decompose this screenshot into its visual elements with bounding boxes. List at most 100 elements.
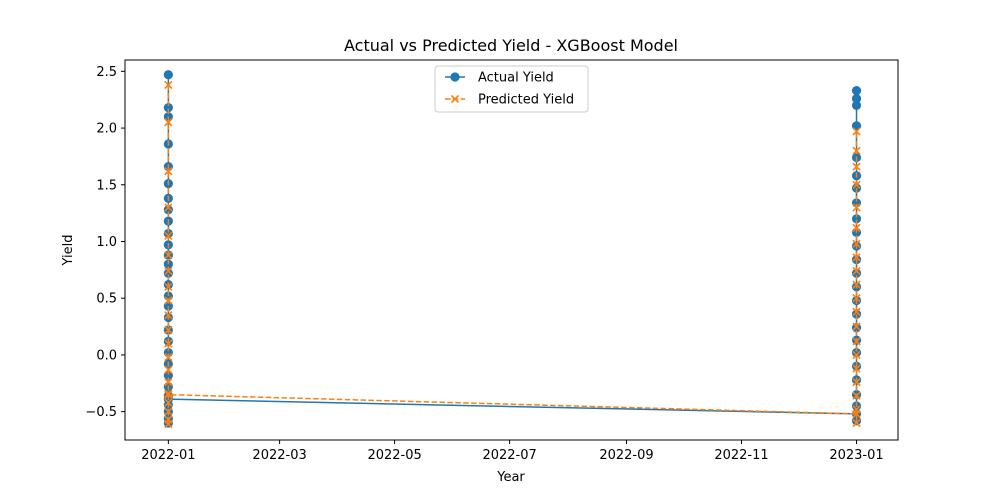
data-point <box>851 121 862 131</box>
x-tick-label: 2022-07 <box>482 448 536 463</box>
data-point-stroke <box>852 253 861 262</box>
data-point-stroke <box>164 266 173 276</box>
data-point <box>852 294 861 303</box>
data-point <box>164 377 173 387</box>
data-point-stroke <box>852 127 861 136</box>
data-point-stroke <box>852 377 861 387</box>
data-point <box>164 203 173 212</box>
data-point-stroke <box>852 350 861 360</box>
data-point <box>164 339 173 348</box>
data-point <box>852 253 861 262</box>
data-point <box>852 266 861 276</box>
data-point-stroke <box>164 166 173 176</box>
data-point-stroke <box>164 250 173 260</box>
series-predicted-yield <box>164 80 861 429</box>
x-axis-label: Year <box>496 470 525 485</box>
data-point-stroke <box>852 418 861 428</box>
legend-marker <box>450 94 460 104</box>
data-point-stroke <box>164 339 173 348</box>
data-point <box>852 391 861 400</box>
y-tick-label: 2.5 <box>96 65 117 80</box>
data-point <box>852 280 861 289</box>
data-point-stroke <box>164 282 173 292</box>
data-point <box>852 337 861 346</box>
data-point-stroke <box>164 311 173 320</box>
legend-marker <box>450 72 460 82</box>
data-point-stroke <box>852 146 861 155</box>
x-axis: 2022-01 2022-03 2022-05 2022-07 2022-09 2022-… <box>141 440 884 463</box>
y-tick-label: 2.0 <box>96 122 117 137</box>
data-point <box>164 296 173 305</box>
data-point <box>852 239 861 248</box>
data-point-stroke <box>164 389 173 398</box>
data-point <box>164 365 173 374</box>
data-point <box>852 307 861 316</box>
data-point <box>852 322 861 331</box>
data-point-stroke <box>852 337 861 346</box>
legend-marker-stroke <box>450 94 460 104</box>
data-point <box>164 80 173 90</box>
data-point <box>164 390 173 399</box>
chart-title: Actual vs Predicted Yield - XGBoost Mode… <box>344 36 678 55</box>
data-point <box>164 282 173 292</box>
data-point-stroke <box>164 118 173 127</box>
data-point-stroke <box>164 377 173 387</box>
data-point-stroke <box>852 239 861 248</box>
data-point <box>164 266 173 276</box>
data-point <box>164 311 173 320</box>
y-axis: −0.5 0.0 0.5 1.0 1.5 2.0 2.5 <box>85 65 125 420</box>
data-point <box>164 231 173 240</box>
data-point-stroke <box>852 364 861 373</box>
y-tick-label: 1.5 <box>96 178 117 193</box>
plot-frame <box>124 59 899 441</box>
data-point <box>852 203 861 212</box>
series-line <box>167 84 858 425</box>
data-point <box>164 118 173 127</box>
y-axis-label: Yield <box>61 235 76 267</box>
y-tick-label: 1.0 <box>96 235 117 250</box>
data-point <box>164 325 173 335</box>
legend-label: Predicted Yield <box>478 93 574 108</box>
data-point-stroke <box>852 280 861 289</box>
data-point-stroke <box>164 407 173 416</box>
data-point <box>164 389 173 398</box>
data-point-stroke <box>852 322 861 331</box>
data-point-stroke <box>164 419 173 429</box>
y-tick-label: −0.5 <box>85 405 117 420</box>
data-point-stroke <box>164 203 173 212</box>
data-point <box>164 250 173 260</box>
data-point-stroke <box>164 325 173 335</box>
data-point-stroke <box>852 307 861 316</box>
data-point-stroke <box>852 223 861 233</box>
data-point <box>852 350 861 360</box>
data-point <box>164 398 173 407</box>
data-point-stroke <box>164 296 173 305</box>
data-point-stroke <box>164 390 173 399</box>
x-tick-label: 2022-09 <box>599 448 653 463</box>
data-point-stroke <box>164 398 173 407</box>
data-point-stroke <box>164 353 173 362</box>
data-point <box>851 93 862 104</box>
data-point-stroke <box>164 365 173 374</box>
legend: Actual Yield Predicted Yield <box>434 65 589 113</box>
data-point <box>852 418 861 428</box>
x-tick-label: 2022-01 <box>141 448 195 463</box>
data-point-stroke <box>164 80 173 90</box>
data-point-stroke <box>852 294 861 303</box>
data-point <box>164 419 173 429</box>
data-point <box>852 146 861 155</box>
data-point-stroke <box>852 180 861 189</box>
data-point <box>163 70 173 80</box>
legend-label: Actual Yield <box>478 71 554 86</box>
x-tick-label: 2022-11 <box>714 448 768 463</box>
legend-box <box>434 65 589 113</box>
data-point <box>164 166 173 176</box>
x-tick-label: 2023-01 <box>829 448 883 463</box>
data-point <box>852 127 861 136</box>
data-point <box>852 364 861 373</box>
data-point-stroke <box>852 391 861 400</box>
data-point-stroke <box>852 405 861 414</box>
x-tick-label: 2022-03 <box>252 448 306 463</box>
data-point <box>852 162 861 171</box>
